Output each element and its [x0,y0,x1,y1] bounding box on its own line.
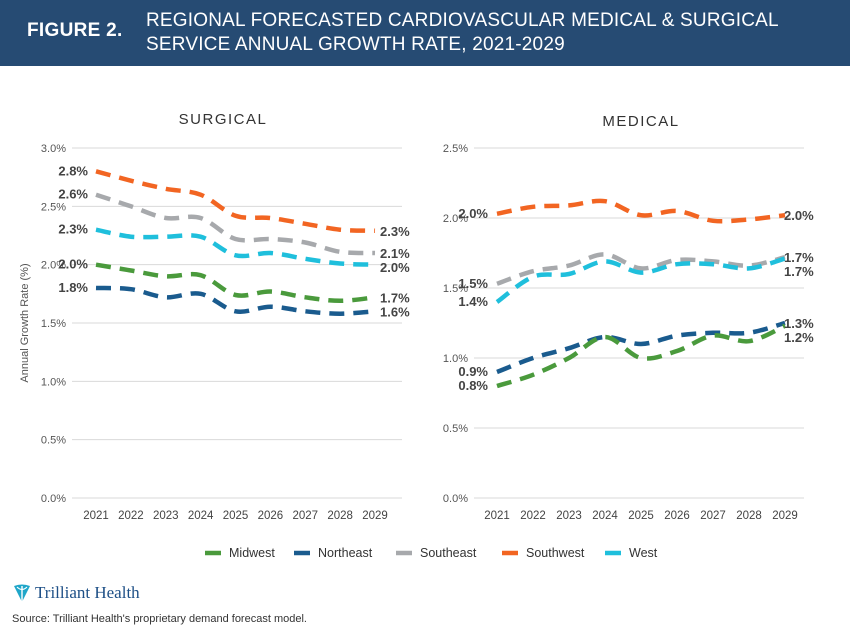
surgical-end-label-midwest: 1.7% [380,290,410,305]
figure-header: FIGURE 2. REGIONAL FORECASTED CARDIOVASC… [0,0,850,66]
surgical-line-southeast [95,192,376,256]
medical-end-label-southwest: 2.0% [784,208,814,223]
trilliant-leaf-icon [14,584,30,602]
medical-y-tick-label: 2.5% [443,143,468,155]
medical-line-midwest [496,323,786,389]
medical-end-label-northeast: 1.3% [784,316,814,331]
medical-y-tick-label: 0.0% [443,493,468,505]
medical-start-label-southwest: 2.0% [458,206,488,221]
medical-y-tick-label: 1.0% [443,353,468,365]
chart-legend: Midwest Northeast Southeast Southwest West [205,546,658,560]
surgical-start-label-west: 2.3% [58,222,88,237]
medical-x-tick-label: 2022 [520,510,546,522]
medical-x-tick-label: 2026 [664,510,690,522]
medical-end-label-west: 1.7% [784,264,814,279]
charts-area: SURGICAL Annual Growth Rate (%) 0.0% 0.5% 1.… [19,111,814,560]
medical-line-northeast [496,320,786,375]
medical-start-label-midwest: 0.8% [458,378,488,393]
medical-x-tick-label: 2027 [700,510,726,522]
surgical-y-tick-label: 0.0% [41,493,66,505]
surgical-line-northeast [95,285,376,316]
medical-line-west [495,256,786,304]
medical-x-tick-label: 2028 [736,510,762,522]
surgical-x-tick-label: 2028 [327,510,353,522]
medical-y-tick-label: 2.0% [443,213,468,225]
medical-line-southwest [496,198,786,224]
surgical-y-tick-label: 1.5% [41,318,66,330]
surgical-end-label-west: 2.0% [380,260,410,275]
surgical-x-tick-label: 2029 [362,510,388,522]
surgical-y-axis-label: Annual Growth Rate (%) [19,263,31,382]
legend-label-southeast: Southeast [420,546,477,560]
surgical-x-tick-label: 2023 [153,510,179,522]
surgical-line-west [95,227,376,267]
surgical-chart: SURGICAL Annual Growth Rate (%) 0.0% 0.5% 1.… [19,111,410,522]
surgical-x-tick-label: 2024 [188,510,214,522]
surgical-y-tick-label: 2.5% [41,201,66,213]
surgical-end-label-southeast: 2.1% [380,246,410,261]
surgical-y-tick-label: 3.0% [41,143,66,155]
surgical-start-label-southwest: 2.8% [58,163,88,178]
medical-y-tick-label: 1.5% [443,283,468,295]
legend-label-southwest: Southwest [526,546,585,560]
legend-label-northeast: Northeast [318,546,373,560]
surgical-start-label-northeast: 1.8% [58,280,88,295]
brand-logo: Trilliant Health [12,582,140,604]
medical-y-tick-label: 0.5% [443,423,468,435]
figure-label: FIGURE 2. [27,20,123,41]
medical-x-tick-label: 2021 [484,510,510,522]
source-note: Source: Trilliant Health's proprietary d… [12,613,307,625]
medical-x-tick-label: 2029 [772,510,798,522]
surgical-y-tick-label: 1.0% [41,376,66,388]
medical-x-tick-label: 2025 [628,510,654,522]
medical-x-tick-label: 2024 [592,510,618,522]
legend-label-west: West [629,546,658,560]
surgical-start-label-midwest: 2.0% [58,257,88,272]
medical-line-southeast [496,252,786,286]
legend-label-midwest: Midwest [229,546,275,560]
surgical-start-label-southeast: 2.6% [58,187,88,202]
medical-chart-title: MEDICAL [602,113,679,130]
surgical-line-southwest [95,169,376,234]
brand-name: Trilliant Health [35,583,140,602]
medical-start-label-west: 1.4% [458,294,488,309]
medical-chart: MEDICAL 0.0% 0.5% 1.0% 1.5% 2.0% 2.5% 2021 2022 2… [443,113,814,522]
surgical-line-midwest [95,262,376,304]
surgical-x-tick-label: 2027 [292,510,318,522]
figure-title: REGIONAL FORECASTED CARDIOVASCULAR MEDIC… [146,10,779,55]
surgical-end-label-southwest: 2.3% [380,224,410,239]
medical-end-label-southeast: 1.7% [784,250,814,265]
surgical-y-tick-label: 0.5% [41,435,66,447]
surgical-end-label-northeast: 1.6% [380,304,410,319]
medical-x-tick-label: 2023 [556,510,582,522]
surgical-chart-title: SURGICAL [179,111,268,128]
surgical-x-tick-label: 2022 [118,510,144,522]
medical-start-label-northeast: 0.9% [458,364,488,379]
surgical-x-tick-label: 2025 [223,510,249,522]
surgical-y-tick-label: 2.0% [41,260,66,272]
medical-end-label-midwest: 1.2% [784,330,814,345]
medical-start-label-southeast: 1.5% [458,276,488,291]
surgical-x-tick-label: 2021 [83,510,109,522]
surgical-x-tick-label: 2026 [258,510,284,522]
